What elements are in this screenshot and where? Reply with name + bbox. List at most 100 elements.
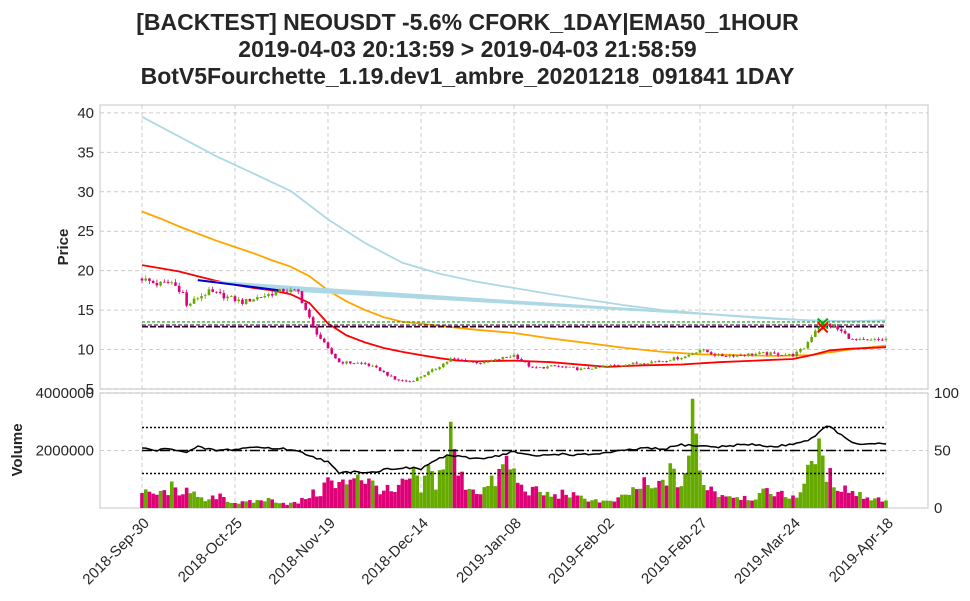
candle-body [575, 367, 579, 370]
candle-body [490, 360, 493, 362]
volume-bar [564, 494, 568, 508]
volume-bar [292, 502, 297, 508]
volume-bar [199, 497, 204, 508]
candle-body [639, 363, 642, 365]
volume-bar [322, 482, 327, 508]
volume-bar [694, 433, 699, 508]
x-tick-label: 2018-Dec-14 [358, 515, 431, 588]
candle-body [404, 380, 408, 382]
volume-bar [274, 502, 278, 508]
volume-bar [835, 490, 840, 508]
candle-body [163, 281, 166, 283]
candle-body [676, 357, 679, 360]
candle-body [378, 367, 382, 371]
volume-bar [497, 468, 501, 508]
x-tick-label: 2019-Jan-08 [453, 515, 525, 587]
volume-bar [701, 485, 706, 508]
candle-body [308, 309, 311, 318]
volume-bar [623, 494, 628, 508]
volume-bar [143, 489, 148, 508]
volume-bar [649, 488, 654, 508]
candle-body [389, 375, 393, 377]
candle-body [828, 323, 832, 327]
volume-bar [705, 490, 710, 508]
candle-body [427, 371, 430, 375]
candle-body [267, 294, 270, 296]
volume-bar [780, 490, 784, 508]
candle-body [724, 356, 728, 357]
title-line-3: BotV5Fourchette_1.19.dev1_ambre_20201218… [140, 63, 795, 89]
volume-bar [873, 498, 877, 508]
volume-bar [489, 475, 494, 508]
candle-body [494, 359, 497, 361]
candle-body [598, 366, 601, 368]
candle-body [367, 363, 371, 366]
candle-body [151, 280, 155, 283]
volume-bar [333, 488, 338, 508]
volume-bar [672, 468, 676, 508]
volume-bar [861, 498, 866, 508]
candle-body [691, 353, 694, 355]
price-tick-label: 10 [77, 342, 94, 359]
volume-bar [858, 491, 862, 508]
volume-bar [709, 486, 713, 508]
candle-body [661, 361, 665, 362]
candle-body [337, 358, 341, 363]
volume-bar [742, 495, 747, 508]
volume-bar [634, 489, 639, 508]
candle-body [326, 342, 330, 349]
candle-body [211, 289, 214, 292]
x-axis: 2018-Sep-30 2018-Oct-25 2018-Nov-19 2018-De… [79, 515, 896, 588]
volume-bar [326, 477, 330, 508]
candle-body [516, 354, 520, 360]
volume-bar [385, 484, 390, 508]
rsi-tick-label: 0 [934, 500, 942, 517]
candle-body [505, 357, 508, 358]
volume-bar [337, 482, 341, 508]
title-line-1: [BACKTEST] NEOUSDT -5.6% CFORK_1DAY|EMA5… [136, 9, 799, 35]
candle-body [486, 361, 490, 363]
candle-body [784, 354, 787, 356]
candle-body [884, 338, 888, 340]
volume-bar [445, 455, 449, 508]
volume-bar [876, 497, 881, 508]
candle-body [449, 358, 453, 362]
volume-bar [541, 495, 546, 508]
volume-bar [687, 455, 691, 508]
candle-body [776, 353, 780, 356]
candle-body [806, 342, 810, 349]
volume-bar [378, 494, 382, 508]
candle-body [460, 359, 464, 361]
volume-bar [210, 495, 215, 508]
candle-body [479, 363, 482, 364]
volume-bar [426, 464, 431, 508]
volume-bar [850, 491, 855, 508]
volume-bar [571, 492, 576, 508]
volume-bar [553, 494, 557, 508]
candle-body [561, 366, 564, 368]
candle-body [747, 353, 750, 356]
volume-bar [214, 499, 219, 508]
candle-body [880, 339, 884, 341]
candle-body [293, 289, 296, 291]
candle-body [635, 362, 639, 364]
candle-body [356, 362, 360, 364]
volume-bar [177, 495, 181, 508]
volume-bar [854, 496, 859, 508]
candle-body [442, 363, 445, 368]
candle-body [315, 326, 319, 335]
candle-body [672, 357, 676, 361]
volume-bar [794, 497, 799, 508]
candle-body [181, 292, 185, 293]
candle-body [780, 355, 784, 357]
candle-body [713, 354, 717, 356]
volume-bar [534, 486, 539, 508]
candle-body [843, 330, 847, 334]
volume-bar [140, 493, 144, 508]
volume-bar [828, 468, 832, 508]
volume-bar [724, 496, 728, 508]
volume-bar [675, 487, 680, 508]
volume-bar [352, 478, 356, 508]
volume-bar [579, 495, 583, 508]
candle-body [148, 278, 151, 281]
